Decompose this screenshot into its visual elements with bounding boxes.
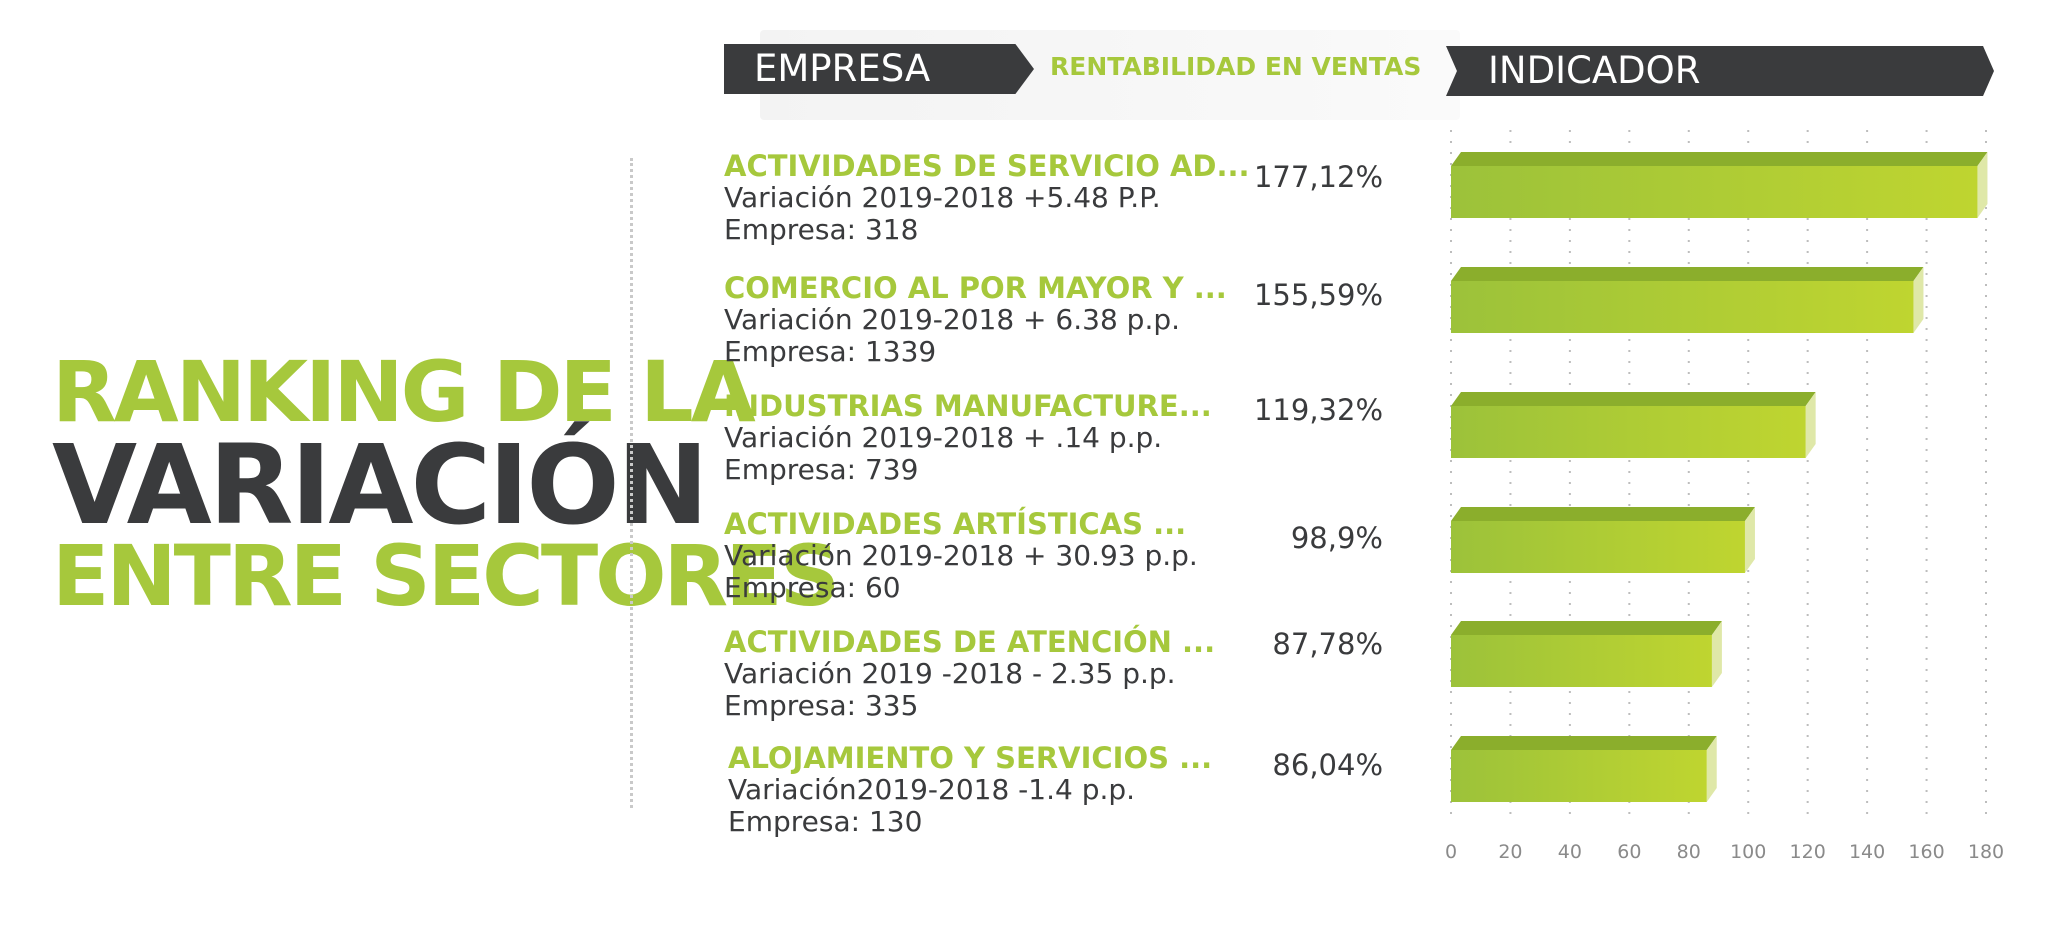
title-line-3: ENTRE SECTORES [52,527,840,625]
sector-company-count: Empresa: 335 [724,689,919,722]
sector-name: ACTIVIDADES DE SERVICIO AD... [724,149,1250,183]
header-indicador: INDICADOR [1446,46,1994,96]
sector-variation: Variación 2019-2018 + 30.93 p.p. [724,539,1198,572]
sector-company-count: Empresa: 739 [724,453,919,486]
sector-percent: 155,59% [1253,278,1383,312]
bar-front-face [1451,750,1707,802]
x-tick-label: 180 [1968,841,2004,863]
infographic-title: RANKING DE LA VARIACIÓN ENTRE SECTORES [52,343,840,625]
bar-front-face [1451,406,1806,458]
sector-company-count: Empresa: 318 [724,213,919,246]
x-tick-label: 140 [1849,841,1885,863]
sector-name: ALOJAMIENTO Y SERVICIOS ... [728,741,1213,775]
sector-row: ALOJAMIENTO Y SERVICIOS ... Variación201… [728,742,1248,838]
bar-side-face [1711,621,1722,687]
x-tick-label: 160 [1908,841,1944,863]
x-tick-label: 0 [1445,841,1457,863]
bar-top-face [1451,621,1722,635]
x-tick-label: 120 [1790,841,1826,863]
bar-top-face [1451,152,1988,166]
bar-side-face [1706,736,1717,802]
x-tick-label: 40 [1558,841,1582,863]
x-tick-label: 100 [1730,841,1766,863]
header-empresa: EMPRESA [724,44,1034,94]
sector-variation: Variación 2019-2018 + .14 p.p. [724,421,1163,454]
sector-name: ACTIVIDADES DE ATENCIÓN ... [724,625,1216,659]
header-rentabilidad: RENTABILIDAD EN VENTAS [1050,52,1422,81]
sector-company-count: Empresa: 130 [728,805,923,838]
sector-row: ACTIVIDADES DE SERVICIO AD... Variación … [724,149,1250,246]
bar [1451,267,1924,333]
bar-top-face [1451,392,1816,406]
divider-dotted [630,158,633,808]
bar [1451,507,1755,573]
x-tick-label: 80 [1677,841,1701,863]
bar-top-face [1451,736,1717,750]
sector-row: INDUSTRIAS MANUFACTURE... Variación 2019… [724,390,1244,486]
bar-front-face [1451,635,1712,687]
bar-top-face [1451,507,1755,521]
sector-percent: 86,04% [1272,748,1383,782]
bar-front-face [1451,521,1745,573]
x-tick-label: 60 [1617,841,1641,863]
sector-variation: Variación 2019-2018 + 6.38 p.p. [724,303,1181,336]
title-line-2: VARIACIÓN [52,421,709,549]
bar-side-face [1977,152,1988,218]
bar-side-face [1805,392,1816,458]
bar-side-face [1744,507,1755,573]
sector-name: ACTIVIDADES ARTÍSTICAS ... [724,507,1187,541]
bar-front-face [1451,166,1978,218]
sector-row: ACTIVIDADES ARTÍSTICAS ... Variación 201… [724,508,1244,604]
title-line-1: RANKING DE LA [52,343,756,441]
sector-name: INDUSTRIAS MANUFACTURE... [724,389,1212,423]
bar [1451,392,1816,458]
bar [1451,152,1988,218]
sector-company-count: Empresa: 60 [724,571,901,604]
bar [1451,736,1717,802]
sector-row: COMERCIO AL POR MAYOR Y ... Variación 20… [724,272,1244,368]
sector-percent: 177,12% [1253,160,1383,194]
sector-percent: 98,9% [1290,521,1383,555]
sector-variation: Variación 2019-2018 +5.48 P.P. [724,181,1161,214]
bar-top-face [1451,267,1924,281]
sector-company-count: Empresa: 1339 [724,335,937,368]
sector-percent: 119,32% [1253,393,1383,427]
sector-variation: Variación 2019 -2018 - 2.35 p.p. [724,657,1176,690]
sector-percent: 87,78% [1272,627,1383,661]
bar-side-face [1913,267,1924,333]
x-tick-label: 20 [1498,841,1522,863]
bar [1451,621,1722,687]
sector-row: ACTIVIDADES DE ATENCIÓN ... Variación 20… [724,626,1244,722]
bar-front-face [1451,281,1914,333]
sector-name: COMERCIO AL POR MAYOR Y ... [724,271,1227,305]
sector-variation: Variación2019-2018 -1.4 p.p. [728,773,1136,806]
